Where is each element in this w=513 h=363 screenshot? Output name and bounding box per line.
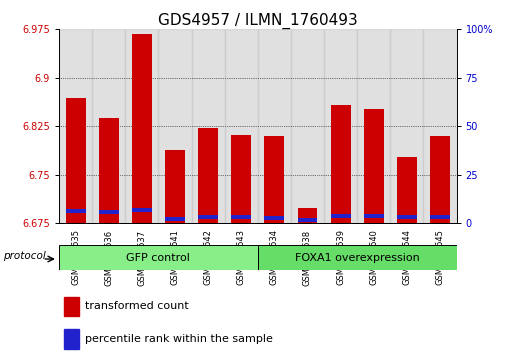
Bar [430, 216, 450, 219]
Title: GDS4957 / ILMN_1760493: GDS4957 / ILMN_1760493 [158, 13, 358, 29]
Bar [231, 135, 251, 223]
Bar [132, 33, 152, 223]
Bar [165, 217, 185, 221]
Bar [198, 215, 218, 219]
Text: FOXA1 overexpression: FOXA1 overexpression [295, 253, 420, 263]
Bar [397, 216, 417, 219]
Bar [324, 29, 357, 223]
Text: transformed count: transformed count [85, 301, 189, 311]
Bar [225, 29, 258, 223]
Bar [165, 150, 185, 223]
Bar [331, 105, 350, 223]
Bar [357, 29, 390, 223]
Bar [231, 216, 251, 219]
Bar [364, 214, 384, 218]
Bar [66, 209, 86, 213]
Text: protocol: protocol [3, 252, 46, 261]
Bar [159, 29, 191, 223]
Bar [397, 156, 417, 223]
Bar [59, 245, 258, 270]
Bar [264, 136, 284, 223]
Bar [132, 208, 152, 212]
Bar [125, 29, 159, 223]
Bar [59, 29, 92, 223]
Text: GFP control: GFP control [126, 253, 190, 263]
Bar [291, 29, 324, 223]
Bar [258, 245, 457, 270]
Bar [390, 29, 423, 223]
Bar [430, 136, 450, 223]
Bar [66, 98, 86, 223]
Bar [198, 128, 218, 223]
Bar [64, 329, 79, 349]
Bar [98, 118, 119, 223]
Bar [264, 216, 284, 220]
Bar [298, 218, 318, 222]
Bar [98, 210, 119, 214]
Bar [298, 208, 318, 223]
Bar [64, 297, 79, 316]
Text: percentile rank within the sample: percentile rank within the sample [85, 334, 273, 344]
Bar [191, 29, 225, 223]
Bar [423, 29, 457, 223]
Bar [258, 29, 291, 223]
Bar [331, 214, 350, 218]
Bar [92, 29, 125, 223]
Bar [364, 109, 384, 223]
